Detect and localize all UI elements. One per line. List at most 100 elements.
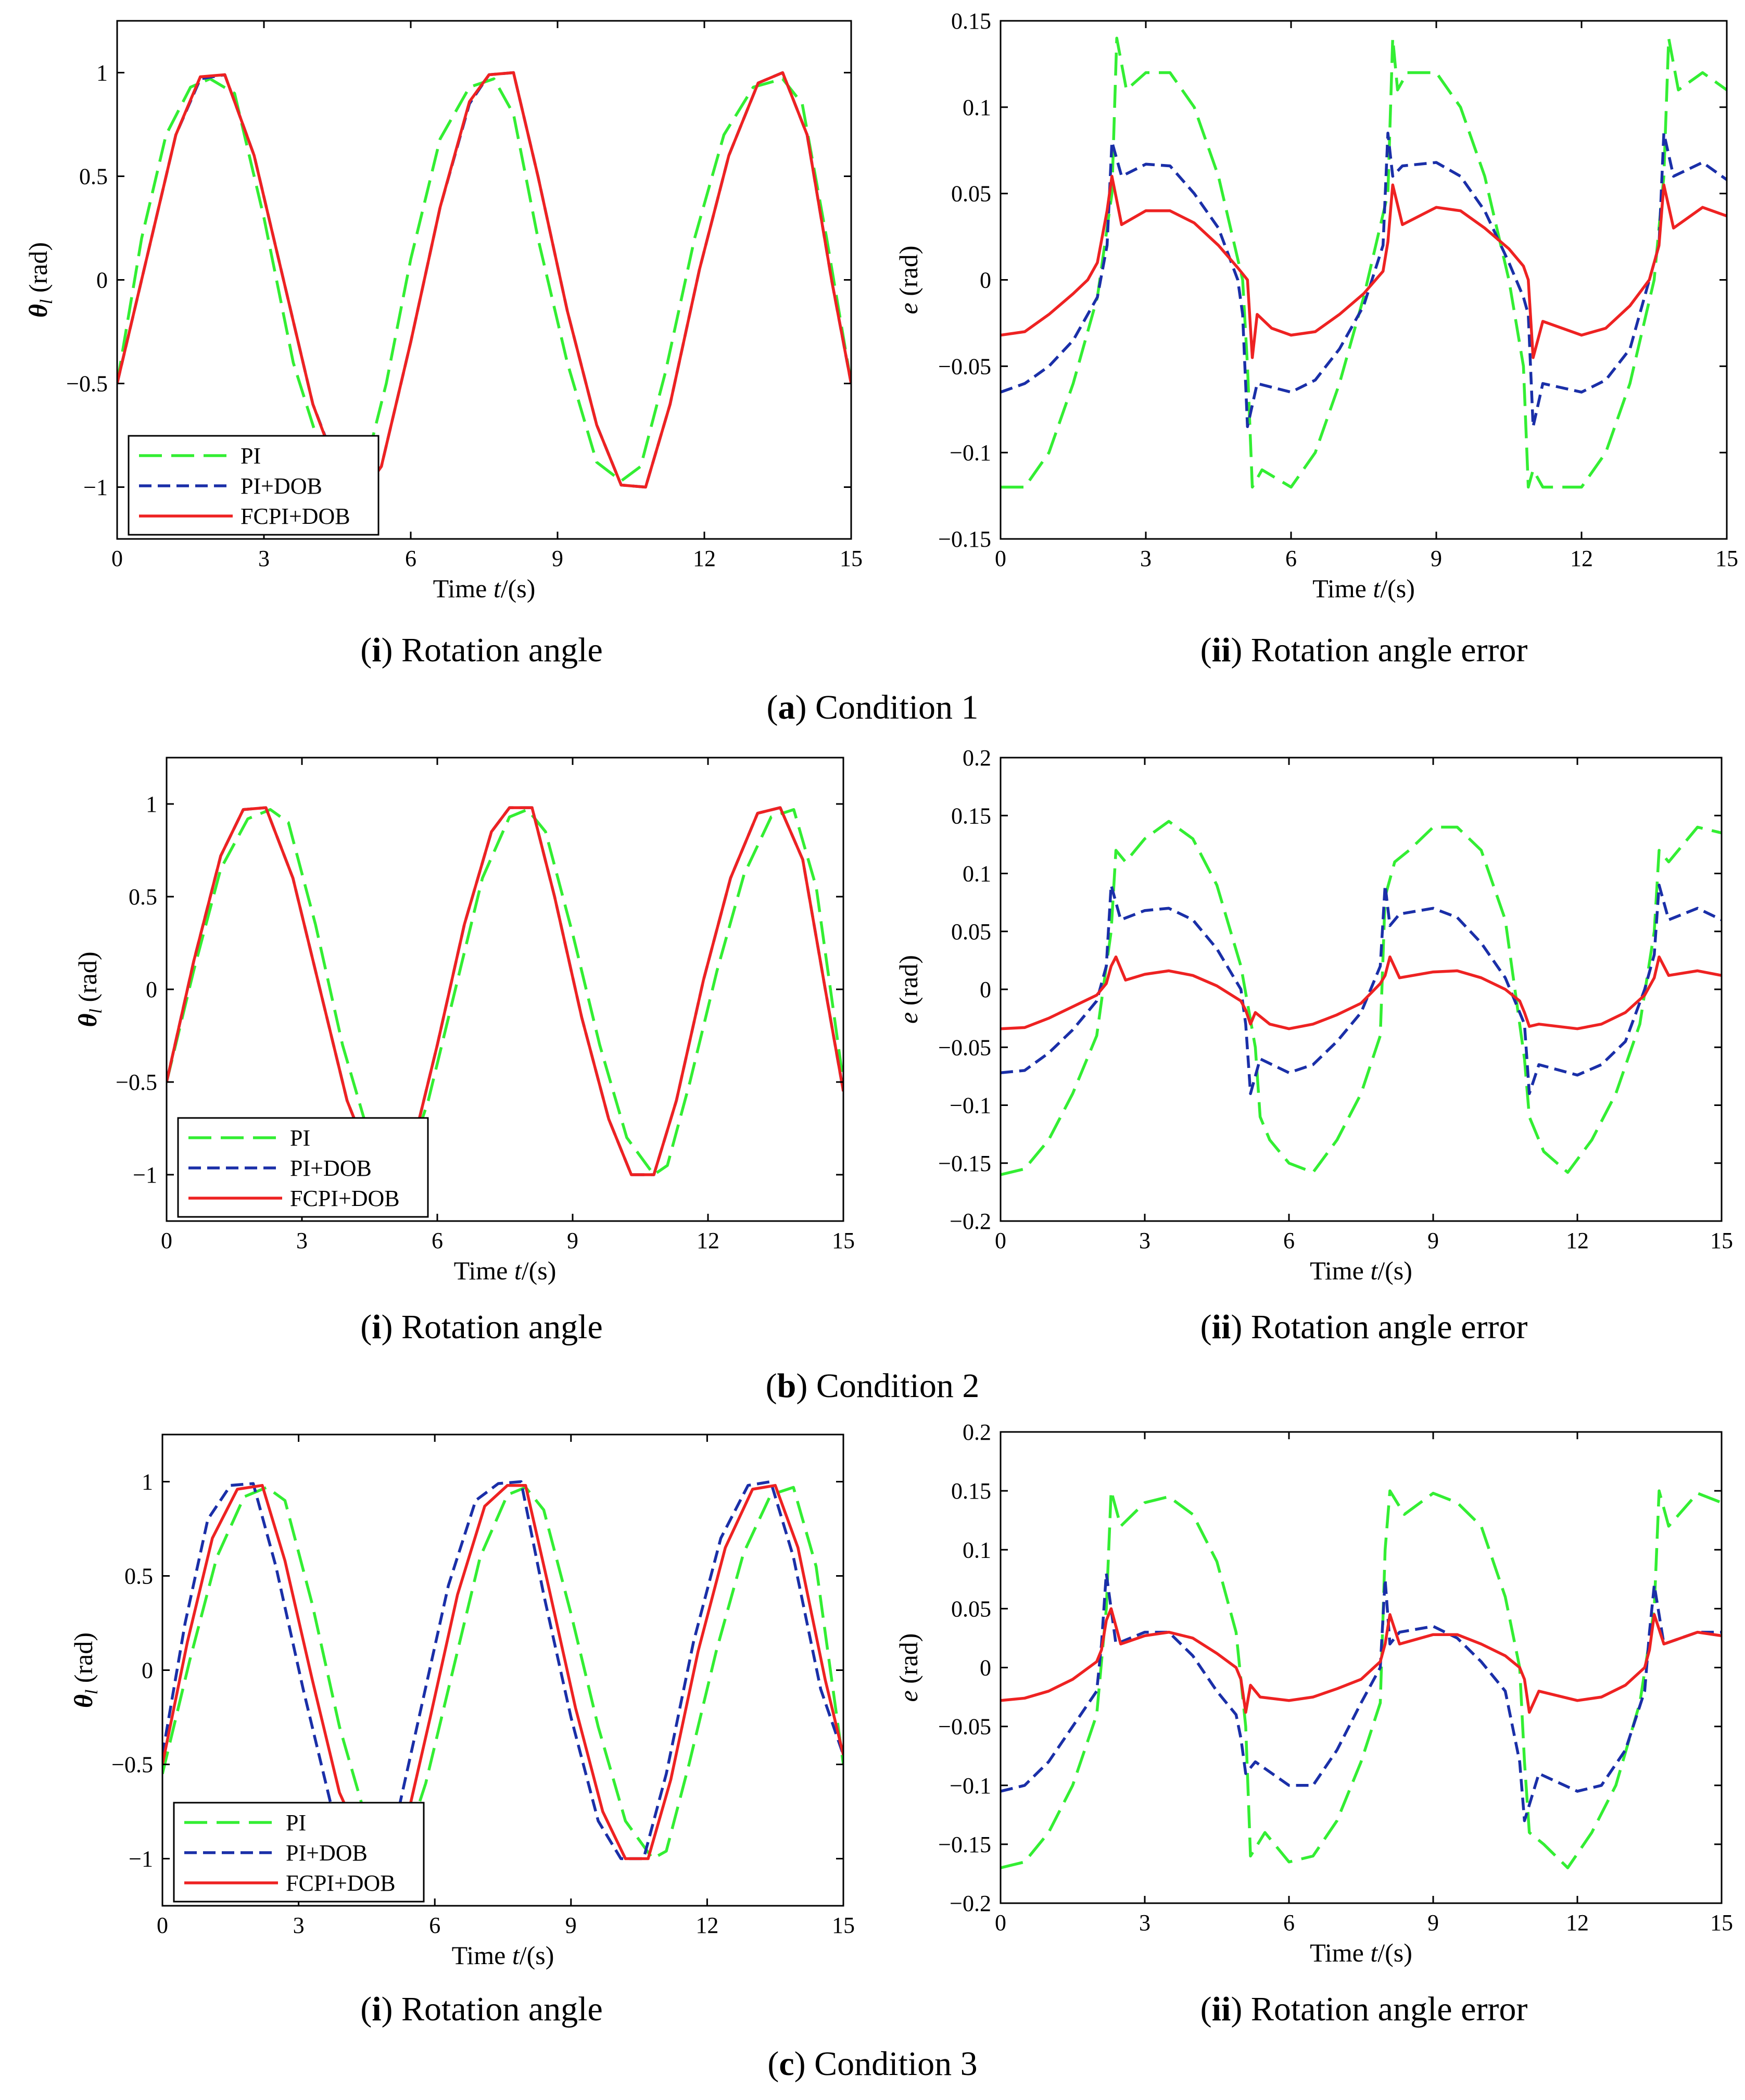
sub-caption-paren: ( xyxy=(360,1990,372,2028)
x-axis-label: Time t/(s) xyxy=(452,1941,554,1970)
y-tick-label: −0.2 xyxy=(950,1209,991,1234)
y-tick-label: 0 xyxy=(142,1658,153,1683)
series-line-fcpi-dob xyxy=(1001,955,1722,1030)
x-tick-label: 12 xyxy=(697,1228,719,1253)
x-tick-label: 0 xyxy=(161,1228,172,1253)
y-axis-label: θl (rad) xyxy=(69,1632,102,1708)
x-label-part: Time xyxy=(433,574,494,603)
panel-caption-text: ) Condition 3 xyxy=(794,2045,978,2083)
x-tick-label: 3 xyxy=(258,546,270,571)
x-label-var: t xyxy=(1370,1938,1378,1967)
panel-caption-letter: b xyxy=(777,1367,796,1405)
x-tick-label: 6 xyxy=(429,1913,440,1938)
y-label-unit: (rad) xyxy=(894,955,923,1012)
sub-caption-text: ) Rotation angle error xyxy=(1231,1308,1527,1346)
x-label-part: /(s) xyxy=(520,1941,554,1970)
y-tick-label: 0.1 xyxy=(963,95,991,120)
x-tick-label: 0 xyxy=(995,1228,1006,1253)
sub-caption: (i) Rotation angle xyxy=(360,1308,603,1346)
y-tick-label: −0.15 xyxy=(938,1832,991,1857)
y-label-sub: l xyxy=(86,1009,106,1013)
sub-caption-letter: ii xyxy=(1212,1990,1231,2028)
sub-caption-paren: ( xyxy=(1200,631,1212,669)
sub-caption: (ii) Rotation angle error xyxy=(1200,1308,1528,1346)
y-tick-label: −0.1 xyxy=(950,1773,991,1799)
series-line-pi xyxy=(1001,1489,1722,1869)
sub-caption-letter: i xyxy=(372,1308,381,1346)
panel-caption-c: (c) Condition 3 xyxy=(767,2045,977,2083)
y-label-unit: (rad) xyxy=(69,1632,98,1690)
x-tick-label: 15 xyxy=(1715,546,1738,571)
series-line-pi-dob xyxy=(1001,884,1722,1096)
x-label-part: Time xyxy=(454,1256,514,1285)
series-line-pi-dob xyxy=(1001,1571,1722,1822)
x-tick-label: 3 xyxy=(1139,1910,1150,1935)
x-tick-label: 15 xyxy=(832,1228,855,1253)
y-tick-label: 0.05 xyxy=(951,181,991,207)
y-tick-label: 0.1 xyxy=(963,1537,991,1563)
sub-caption: (i) Rotation angle xyxy=(360,1990,603,2028)
panel-caption-paren: ( xyxy=(767,2045,779,2083)
y-tick-label: 0.05 xyxy=(951,919,991,945)
y-label-var: e xyxy=(894,1012,923,1024)
legend-label: PI xyxy=(286,1810,306,1835)
panel-caption-text: ) Condition 2 xyxy=(796,1367,979,1405)
legend: PI PI+DOB FCPI+DOB xyxy=(177,1117,429,1218)
series-line-pi-dob xyxy=(1001,131,1727,429)
y-label-unit: (rad) xyxy=(73,951,102,1009)
x-tick-label: 9 xyxy=(1431,546,1442,571)
series-line-pi xyxy=(167,808,843,1176)
y-tick-label: 0.2 xyxy=(963,1419,991,1445)
y-axis-label: θl (rad) xyxy=(73,951,106,1027)
y-label-sub: l xyxy=(82,1690,102,1694)
legend-label: PI xyxy=(290,1125,310,1151)
x-label-part: /(s) xyxy=(1377,1938,1412,1967)
sub-caption-letter: ii xyxy=(1212,1308,1231,1346)
x-tick-label: 9 xyxy=(565,1913,577,1938)
y-tick-label: 0.15 xyxy=(951,8,991,34)
chart-a-ii: 0 3 6 9 12 15 0.15 0.1 0.05 0 −0.05 −0.1 −0.15 Time t… xyxy=(894,8,1738,603)
x-label-var: t xyxy=(1373,574,1381,603)
x-tick-label: 12 xyxy=(1566,1910,1589,1935)
sub-caption-text: ) Rotation angle error xyxy=(1231,1990,1527,2028)
y-axis-label: e (rad) xyxy=(894,955,923,1024)
x-label-part: /(s) xyxy=(501,574,536,603)
y-tick-label: 0.05 xyxy=(951,1596,991,1621)
series-line-pi-dob xyxy=(162,1480,843,1860)
chart-c-ii: 0 3 6 9 12 15 0.2 0.15 0.1 0.05 0 −0.05 −0.1 −0.15 −0.… xyxy=(894,1419,1733,1967)
x-tick-label: 12 xyxy=(696,1913,718,1938)
y-label-var: θ xyxy=(69,1694,98,1708)
x-tick-label: 6 xyxy=(405,546,416,571)
y-tick-label: 0.5 xyxy=(129,884,157,910)
x-tick-label: 3 xyxy=(293,1913,305,1938)
y-label-unit: (rad) xyxy=(23,242,53,299)
series-line-fcpi-dob xyxy=(117,71,851,489)
y-label-var: θ xyxy=(23,304,53,318)
x-axis-label: Time t/(s) xyxy=(433,574,536,603)
y-tick-label: −0.1 xyxy=(950,440,991,466)
y-tick-label: 0 xyxy=(146,977,157,1002)
x-label-part: Time xyxy=(1310,1256,1370,1285)
y-tick-label: −1 xyxy=(133,1162,157,1188)
legend-label: FCPI+DOB xyxy=(286,1870,396,1896)
sub-caption: (i) Rotation angle xyxy=(360,631,603,669)
panel-caption-paren: ( xyxy=(767,688,778,726)
x-tick-label: 0 xyxy=(157,1913,168,1938)
x-label-part: Time xyxy=(1312,574,1373,603)
y-label-sub: l xyxy=(37,299,56,304)
sub-caption: (ii) Rotation angle error xyxy=(1200,631,1528,669)
x-tick-label: 0 xyxy=(995,546,1006,571)
y-axis-label: e (rad) xyxy=(894,1633,923,1702)
x-axis-label: Time t/(s) xyxy=(1310,1256,1412,1285)
y-tick-label: −0.2 xyxy=(950,1891,991,1916)
y-tick-label: −0.15 xyxy=(938,526,991,552)
x-tick-label: 6 xyxy=(432,1228,443,1253)
x-tick-label: 9 xyxy=(1427,1910,1439,1935)
y-tick-label: −0.05 xyxy=(938,354,991,379)
y-tick-label: 0 xyxy=(980,1655,991,1681)
x-tick-label: 9 xyxy=(567,1228,578,1253)
y-label-unit: (rad) xyxy=(894,246,923,303)
